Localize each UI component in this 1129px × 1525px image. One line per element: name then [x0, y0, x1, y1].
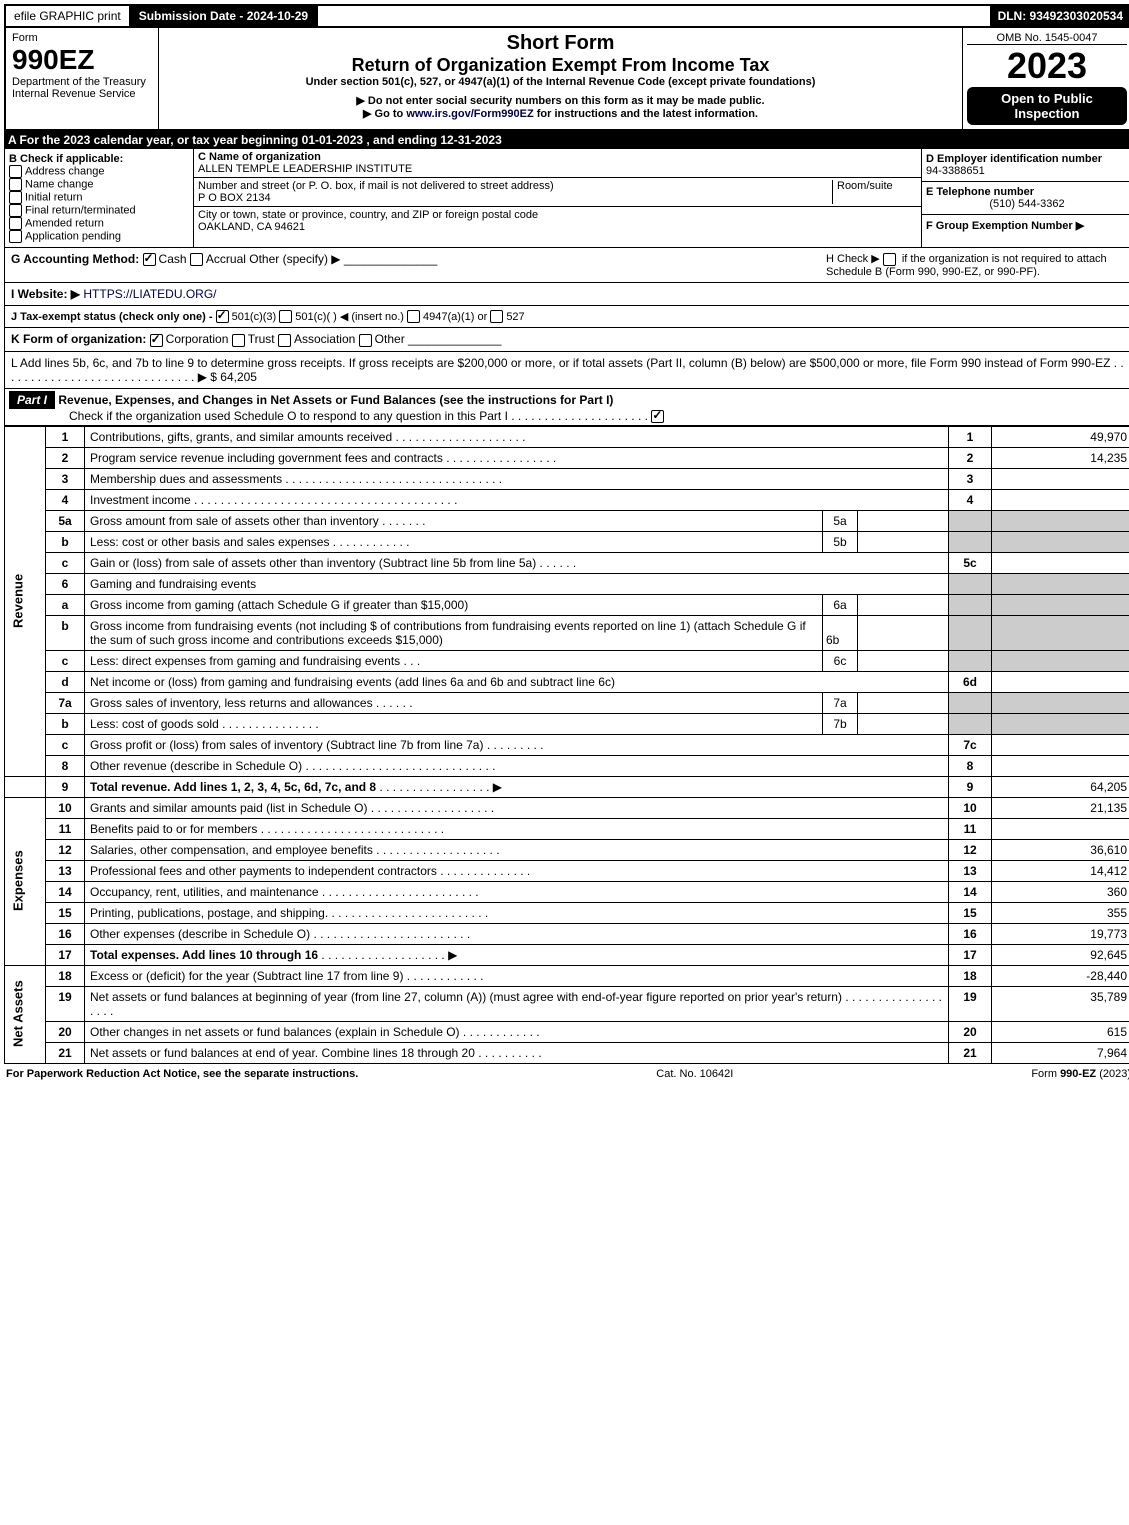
part-i-check: Check if the organization used Schedule … [69, 409, 648, 423]
top-bar: efile GRAPHIC print Submission Date - 20… [4, 4, 1129, 28]
revenue-label: Revenue [5, 426, 46, 776]
chk-corp[interactable] [150, 334, 163, 347]
k-label: K Form of organization: [11, 332, 146, 346]
open-inspection: Open to Public Inspection [967, 87, 1127, 125]
form-word: Form [12, 32, 152, 44]
org-info: B Check if applicable: Address change Na… [4, 149, 1129, 248]
tax-year: 2023 [967, 45, 1127, 87]
chk-501c[interactable] [279, 310, 292, 323]
lines-table: Revenue 1Contributions, gifts, grants, a… [4, 426, 1129, 1064]
footer: For Paperwork Reduction Act Notice, see … [4, 1064, 1129, 1084]
part-i-label: Part I [9, 391, 55, 409]
note-ssn: ▶ Do not enter social security numbers o… [163, 94, 958, 107]
submission-date: Submission Date - 2024-10-29 [131, 6, 318, 26]
note-link: ▶ Go to www.irs.gov/Form990EZ for instru… [163, 107, 958, 120]
chk-h[interactable] [883, 253, 896, 266]
website-link[interactable]: HTTPS://LIATEDU.ORG/ [83, 287, 216, 301]
chk-501c3[interactable] [216, 310, 229, 323]
i-label: I Website: ▶ [11, 287, 80, 301]
chk-cash[interactable] [143, 253, 156, 266]
f-label: F Group Exemption Number ▶ [926, 219, 1128, 232]
paperwork-notice: For Paperwork Reduction Act Notice, see … [6, 1068, 358, 1080]
chk-accrual[interactable] [190, 253, 203, 266]
form-header: Form 990EZ Department of the Treasury In… [4, 28, 1129, 131]
c-city-label: City or town, state or province, country… [198, 209, 917, 221]
chk-initial[interactable] [9, 191, 22, 204]
netassets-label: Net Assets [5, 965, 46, 1063]
chk-name[interactable] [9, 178, 22, 191]
ein: 94-3388651 [926, 165, 1128, 177]
chk-527[interactable] [490, 310, 503, 323]
dept-label: Department of the Treasury [12, 76, 152, 88]
chk-assoc[interactable] [278, 334, 291, 347]
irs-link[interactable]: www.irs.gov/Form990EZ [406, 108, 533, 120]
org-city: OAKLAND, CA 94621 [198, 221, 917, 233]
b-label: B Check if applicable: [9, 153, 189, 165]
chk-pending[interactable] [9, 230, 22, 243]
j-label: J Tax-exempt status (check only one) - [11, 311, 216, 323]
d-label: D Employer identification number [926, 153, 1128, 165]
phone: (510) 544-3362 [926, 198, 1128, 210]
main-title: Return of Organization Exempt From Incom… [163, 55, 958, 76]
subtitle: Under section 501(c), 527, or 4947(a)(1)… [163, 76, 958, 88]
chk-4947[interactable] [407, 310, 420, 323]
section-a: A For the 2023 calendar year, or tax yea… [4, 131, 1129, 149]
cat-no: Cat. No. 10642I [656, 1068, 733, 1080]
short-form-title: Short Form [163, 32, 958, 55]
org-name: ALLEN TEMPLE LEADERSHIP INSTITUTE [198, 163, 917, 175]
c-name-label: C Name of organization [198, 151, 917, 163]
irs-label: Internal Revenue Service [12, 88, 152, 100]
expenses-label: Expenses [5, 797, 46, 965]
e-label: E Telephone number [926, 186, 1128, 198]
chk-amended[interactable] [9, 217, 22, 230]
chk-trust[interactable] [232, 334, 245, 347]
efile-label: efile GRAPHIC print [6, 6, 131, 26]
org-street: P O BOX 2134 [198, 192, 832, 204]
form-ref: Form 990-EZ (2023) [1031, 1068, 1129, 1080]
l-text: L Add lines 5b, 6c, and 7b to line 9 to … [4, 352, 1129, 389]
part-i-title: Revenue, Expenses, and Changes in Net As… [58, 393, 613, 407]
chk-schedule-o[interactable] [651, 410, 664, 423]
chk-final[interactable] [9, 204, 22, 217]
chk-other[interactable] [359, 334, 372, 347]
form-number: 990EZ [12, 44, 152, 76]
c-street-label: Number and street (or P. O. box, if mail… [198, 180, 832, 192]
omb: OMB No. 1545-0047 [967, 32, 1127, 45]
chk-address[interactable] [9, 165, 22, 178]
g-label: G Accounting Method: [11, 252, 139, 266]
room-label: Room/suite [832, 180, 917, 204]
h-label: H Check ▶ [826, 253, 883, 265]
dln: DLN: 93492303020534 [990, 6, 1129, 26]
